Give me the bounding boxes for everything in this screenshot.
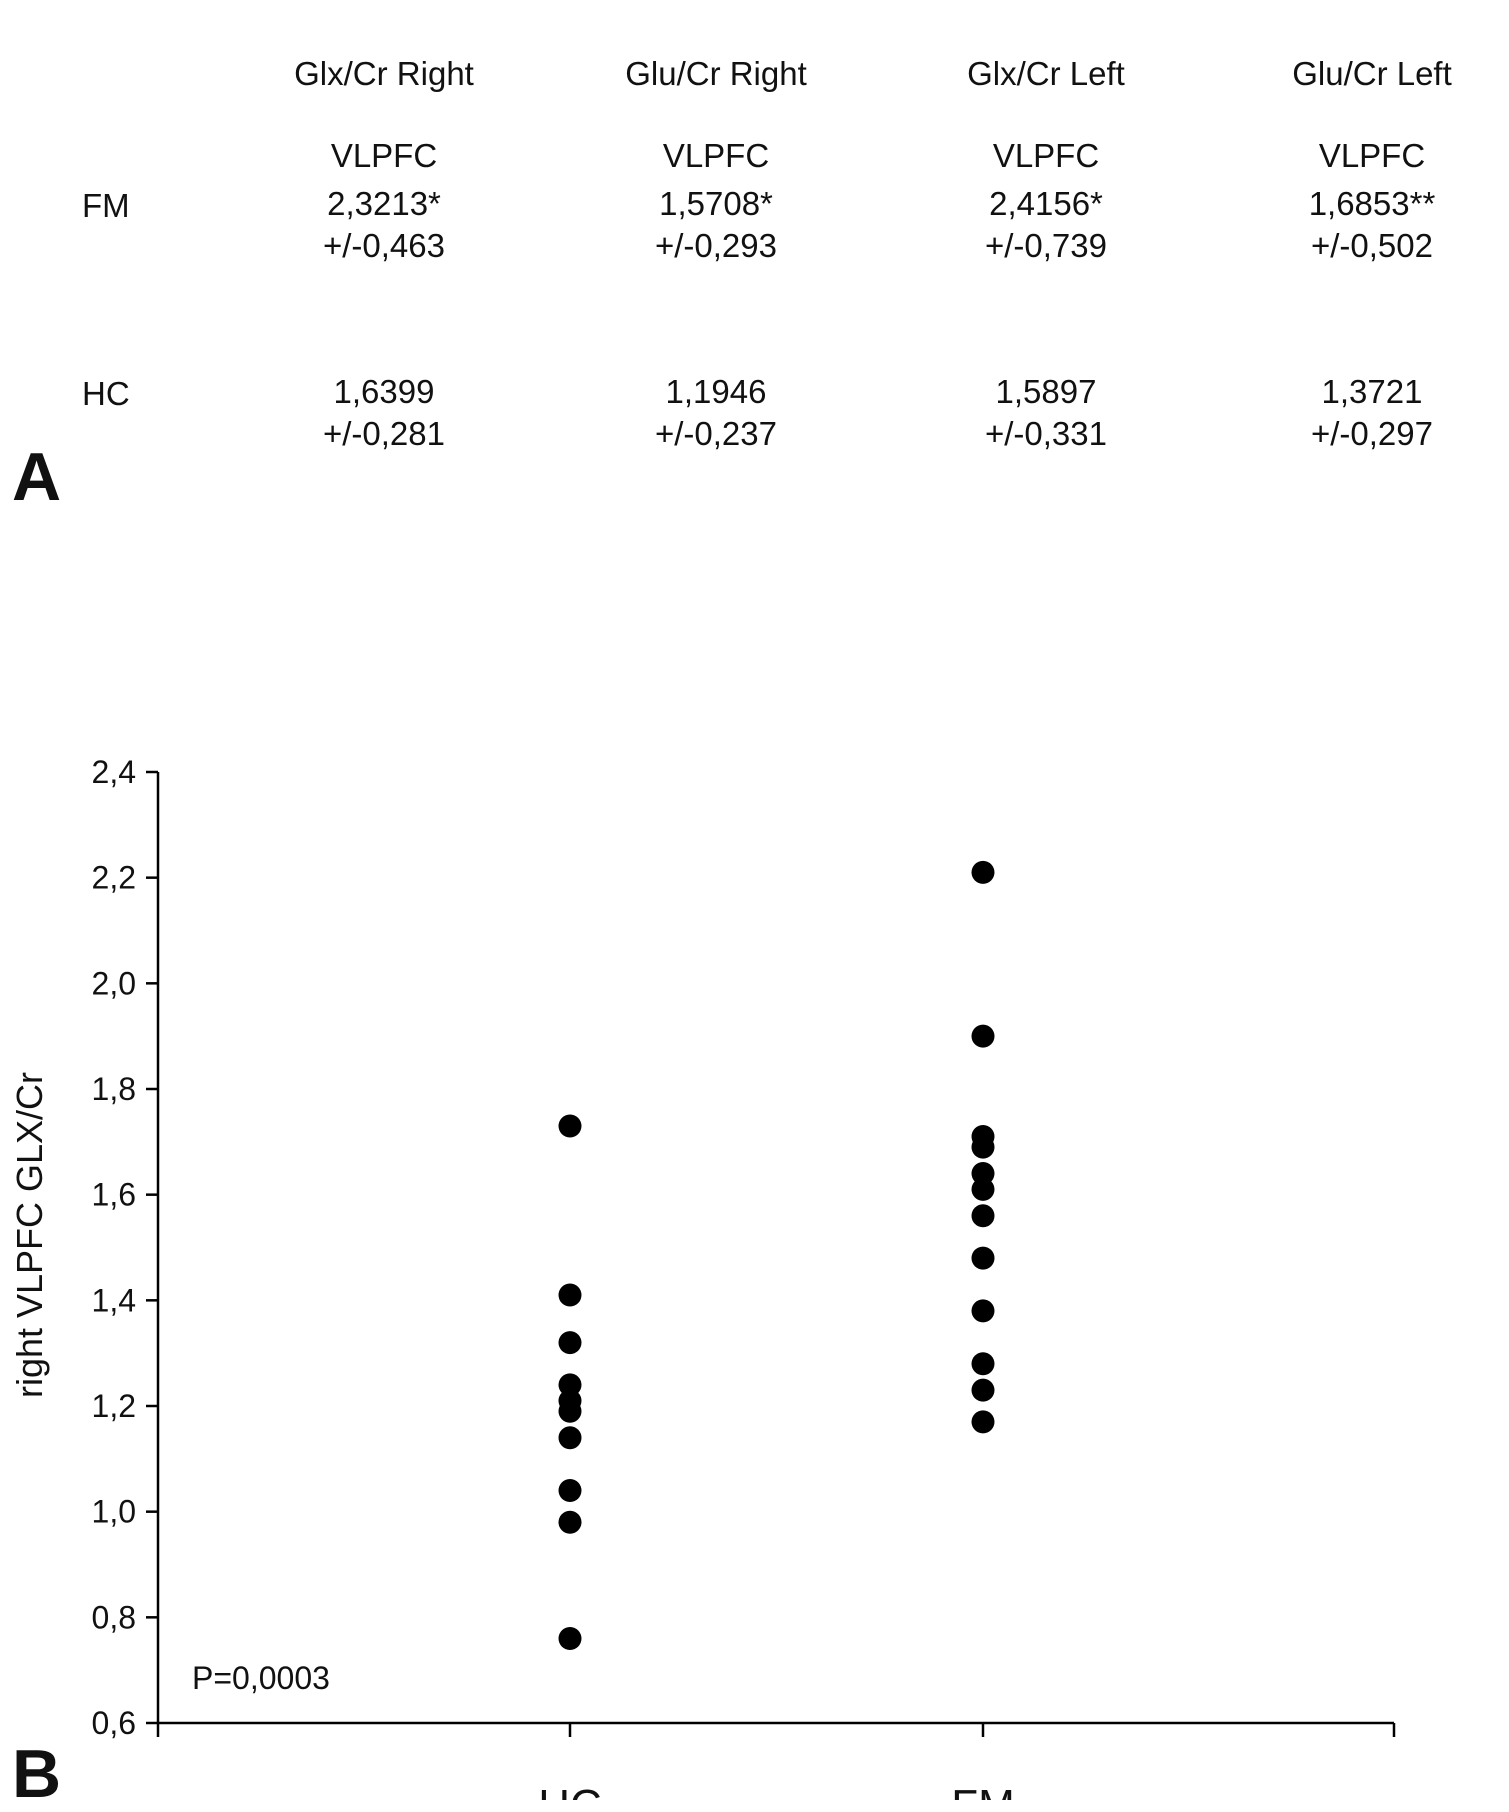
column-header-line1: Glx/Cr Right — [294, 55, 474, 92]
y-tick-label: 0,6 — [92, 1705, 136, 1741]
cell-mean: 1,3721 — [1321, 373, 1423, 410]
column-header-line1: Glu/Cr Right — [625, 55, 807, 92]
y-tick-label: 2,2 — [92, 860, 136, 896]
scatter-chart: 0,6 0,8 1,0 1,2 1,4 1,6 1,8 2,0 2,2 2,4 HC FM righ… — [9, 754, 1396, 1812]
x-tick-label: FM — [951, 1781, 1015, 1800]
data-point — [971, 1024, 995, 1048]
cell-mean: 1,5708* — [659, 185, 773, 222]
cell-sd: +/-0,237 — [654, 415, 777, 452]
data-point — [558, 1399, 582, 1423]
data-point — [558, 1373, 582, 1397]
data-point — [971, 1410, 995, 1434]
cell-mean: 1,6853** — [1308, 185, 1436, 222]
column-header: Glx/Cr Left VLPFC — [886, 12, 1206, 176]
y-ticks: 0,6 0,8 1,0 1,2 1,4 1,6 1,8 2,0 2,2 2,4 — [92, 754, 158, 1741]
y-tick-label: 1,2 — [92, 1388, 136, 1424]
table-cell: 2,3213* +/-0,463 — [224, 183, 544, 267]
cell-sd: +/-0,293 — [654, 227, 777, 264]
y-axis-label: right VLPFC GLX/Cr — [9, 1072, 50, 1398]
y-tick-label: 0,8 — [92, 1599, 136, 1635]
data-point — [971, 1135, 995, 1159]
column-header-line2: VLPFC — [992, 137, 1100, 174]
data-point — [558, 1114, 582, 1138]
cell-mean: 1,5897 — [995, 373, 1097, 410]
column-header: Glu/Cr Left VLPFC — [1212, 12, 1509, 176]
data-point — [971, 1177, 995, 1201]
data-point — [971, 1162, 995, 1186]
data-point — [971, 1246, 995, 1270]
column-header-line1: Glx/Cr Left — [967, 55, 1125, 92]
cell-sd: +/-0,463 — [322, 227, 445, 264]
table-cell: 1,5897 +/-0,331 — [886, 371, 1206, 455]
y-tick-label: 2,4 — [92, 754, 136, 790]
y-tick-label: 2,0 — [92, 965, 136, 1001]
y-tick-label: 1,4 — [92, 1282, 136, 1318]
data-points — [558, 860, 995, 1650]
cell-sd: +/-0,297 — [1310, 415, 1433, 452]
cell-mean: 1,1946 — [665, 373, 767, 410]
column-header-line2: VLPFC — [330, 137, 438, 174]
column-header: Glu/Cr Right VLPFC — [556, 12, 876, 176]
column-header-line2: VLPFC — [1318, 137, 1426, 174]
cell-sd: +/-0,331 — [984, 415, 1107, 452]
column-header-line2: VLPFC — [662, 137, 770, 174]
table-cell: 1,3721 +/-0,297 — [1212, 371, 1509, 455]
table-cell: 2,4156* +/-0,739 — [886, 183, 1206, 267]
row-label-hc: HC — [82, 375, 130, 412]
axes — [156, 772, 1394, 1725]
data-point — [971, 860, 995, 884]
panel-label-a: A — [12, 439, 62, 515]
y-tick-label: 1,0 — [92, 1494, 136, 1530]
column-header: Glx/Cr Right VLPFC — [224, 12, 544, 176]
y-tick-label: 1,6 — [92, 1177, 136, 1213]
data-point — [558, 1510, 582, 1534]
data-point — [971, 1352, 995, 1376]
table-cell: 1,6399 +/-0,281 — [224, 371, 544, 455]
row-label-fm: FM — [82, 187, 130, 224]
x-ticks: HC FM — [156, 1723, 1396, 1812]
data-point — [558, 1283, 582, 1307]
cell-sd: +/-0,739 — [984, 227, 1107, 264]
cell-sd: +/-0,502 — [1310, 227, 1433, 264]
cell-mean: 2,4156* — [989, 185, 1103, 222]
column-header-line1: Glu/Cr Left — [1292, 55, 1452, 92]
data-point — [971, 1378, 995, 1402]
x-tick-label: HC — [538, 1781, 602, 1800]
cell-mean: 1,6399 — [333, 373, 435, 410]
table-cell: 1,6853** +/-0,502 — [1212, 183, 1509, 267]
scatter-chart-panel: 0,6 0,8 1,0 1,2 1,4 1,6 1,8 2,0 2,2 2,4 HC FM righ… — [0, 700, 1509, 1812]
cell-sd: +/-0,281 — [322, 415, 445, 452]
data-point — [558, 1426, 582, 1450]
cell-mean: 2,3213* — [327, 185, 441, 222]
table-cell: 1,1946 +/-0,237 — [556, 371, 876, 455]
data-point — [971, 1299, 995, 1323]
data-point — [971, 1204, 995, 1228]
summary-table: Glx/Cr Right VLPFC Glu/Cr Right VLPFC Gl… — [0, 0, 1509, 520]
data-point — [558, 1626, 582, 1650]
data-point — [558, 1331, 582, 1355]
table-cell: 1,5708* +/-0,293 — [556, 183, 876, 267]
p-value-annotation: P=0,0003 — [192, 1660, 330, 1696]
y-tick-label: 1,8 — [92, 1071, 136, 1107]
panel-label-b: B — [12, 1736, 62, 1812]
data-point — [558, 1479, 582, 1503]
